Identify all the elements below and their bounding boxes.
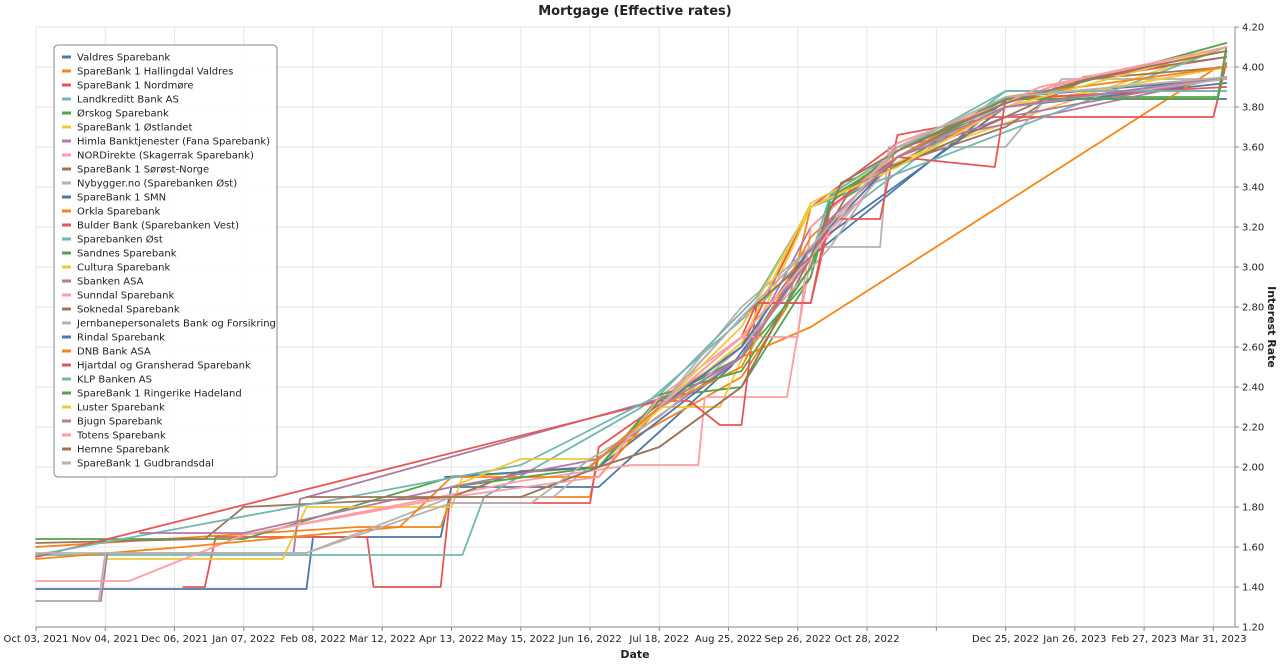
y-tick-label: 4.00 [1242,63,1264,74]
y-tick-label: 3.20 [1242,223,1264,234]
y-tick-label: 1.80 [1242,503,1264,514]
chart-title: Mortgage (Effective rates) [538,4,731,19]
legend-entry: KLP Banken AS [77,375,152,386]
y-tick-label: 2.00 [1242,463,1264,474]
x-tick-label: Aug 25, 2022 [695,634,762,645]
x-tick-label: Oct 03, 2021 [4,634,69,645]
legend-entry: Ørskog Sparebank [77,108,169,120]
series-line-27 [658,46,1228,408]
legend-entry: Bulder Bank (Sparebanken Vest) [77,221,239,232]
y-tick-label: 1.60 [1242,543,1264,554]
y-tick-label: 2.60 [1242,343,1264,354]
y-tick-label: 1.20 [1242,623,1264,634]
y-tick-label: 3.80 [1242,103,1264,114]
x-tick-label: Feb 08, 2022 [280,634,345,645]
x-tick-label: Dec 25, 2022 [972,634,1039,645]
legend-entry: Nybygger.no (Sparebanken Øst) [77,178,237,190]
x-tick-label: Jan 07, 2022 [211,634,275,645]
y-tick-label: 2.80 [1242,303,1264,314]
series-line-10 [444,82,1228,478]
x-tick-label: May 15, 2022 [487,634,555,645]
y-axis-title: Interest Rate [1265,286,1278,368]
y-tick-label: 3.60 [1242,143,1264,154]
x-tick-label: Jul 18, 2022 [628,634,689,645]
x-tick-label: Oct 28, 2022 [835,634,900,645]
series-line-28 [658,50,1228,408]
x-tick-label: Dec 06, 2021 [141,634,208,645]
legend-entry: Himla Banktjenester (Fana Sparebank) [77,137,270,148]
legend-entry: NORDirekte (Skagerrak Sparebank) [77,151,254,162]
legend-entry: SpareBank 1 Ringerike Hadeland [77,389,242,400]
x-tick-label: Jun 16, 2022 [557,634,621,645]
legend-entry: Sunndal Sparebank [77,291,174,302]
legend-entry: Totens Sparebank [76,431,166,442]
legend-entry: Sparebanken Øst [77,234,163,246]
legend-entry: SpareBank 1 Gudbrandsdal [77,459,214,470]
series-line-17 [242,50,1228,536]
legend-entry: Soknedal Sparebank [77,305,180,316]
x-tick-label: Sep 26, 2022 [765,634,832,645]
x-tick-label: Feb 27, 2023 [1111,634,1176,645]
y-tick-label: 2.40 [1242,383,1264,394]
series-line-20 [589,98,1228,468]
legend-entry: Orkla Sparebank [77,207,161,218]
series-layer [35,42,1228,602]
y-tick-label: 3.40 [1242,183,1264,194]
legend: Valdres Sparebank SpareBank 1 Hallingdal … [53,44,278,478]
legend-entry: Jernbanepersonalets Bank og Forsikring [76,319,276,330]
legend-entry: DNB Bank ASA [77,347,151,358]
legend-entry: Bjugn Sparebank [77,417,163,428]
legend-entry: Rindal Sparebank [77,333,165,344]
x-tick-label: Nov 04, 2021 [72,634,139,645]
legend-entry: SpareBank 1 Østlandet [77,122,192,134]
legend-entry: SpareBank 1 Hallingdal Valdres [77,67,233,78]
y-tick-label: 1.40 [1242,583,1264,594]
legend-entry: SpareBank 1 SMN [77,193,166,204]
y-tick-label: 3.00 [1242,263,1264,274]
x-tick-label: Mar 12, 2022 [349,634,416,645]
legend-entry: Sandnes Sparebank [77,249,177,260]
legend-entry: Landkreditt Bank AS [77,95,179,106]
x-axis-title: Date [620,648,649,661]
axis-layer: 1.20 1.40 1.60 1.80 2.00 2.20 2.40 2.60 2.80 3.00… [4,23,1265,646]
y-tick-label: 2.20 [1242,423,1264,434]
y-tick-label: 4.20 [1242,23,1264,34]
legend-entry: Luster Sparebank [77,403,165,414]
x-tick-label: Apr 13, 2022 [419,634,484,645]
series-line-14 [450,42,1228,488]
series-line-24 [658,50,1228,396]
legend-entry: Hjartdal og Gransherad Sparebank [77,361,251,372]
series-line-22 [658,86,1228,408]
series-line-25 [658,46,1228,408]
series-line-13 [35,46,1228,556]
legend-entry: SpareBank 1 Nordmøre [77,81,194,92]
legend-box [53,44,278,478]
legend-entry: Valdres Sparebank [77,53,170,64]
series-line-26 [658,76,1228,408]
x-tick-label: Jan 26, 2023 [1042,634,1106,645]
legend-entry: SpareBank 1 Sørøst-Norge [77,165,209,176]
x-tick-label: Mar 31, 2023 [1180,634,1247,645]
series-line-29 [658,76,1228,408]
legend-entry: Sbanken ASA [77,277,144,288]
legend-entry: Hemne Sparebank [77,445,170,456]
legend-entry: Cultura Sparebank [77,263,170,274]
series-line-11 [35,66,1228,560]
